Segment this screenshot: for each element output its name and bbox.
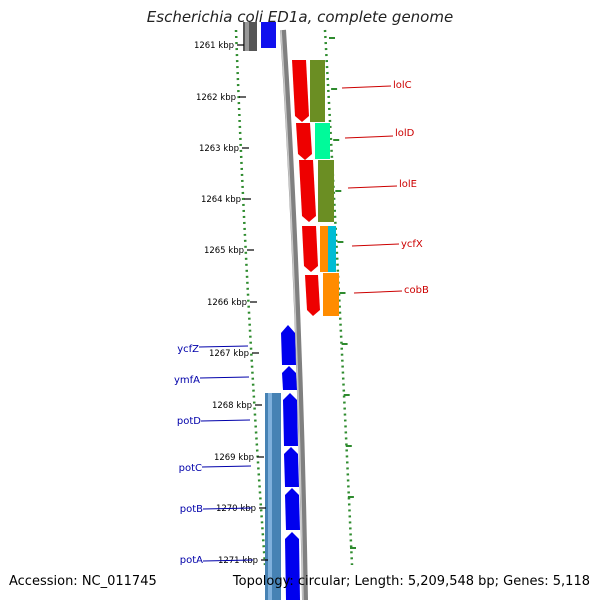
gene-label-line xyxy=(201,465,252,468)
reverse-gene-cobB[interactable] xyxy=(305,273,339,316)
forward-cog-bar xyxy=(265,393,281,600)
gene-label-line xyxy=(344,135,394,139)
ruler-tick-label: 1265 kbp xyxy=(204,246,244,256)
gene-label-ycfX[interactable]: ycfX xyxy=(401,239,423,250)
forward-gene-potD[interactable] xyxy=(283,393,298,446)
gene-label-potB[interactable]: potB xyxy=(180,504,203,515)
gene-label-potC[interactable]: potC xyxy=(179,463,202,474)
genome-backbone-highlight xyxy=(280,29,304,600)
feature-top-gene[interactable] xyxy=(261,22,276,48)
gene-label-line xyxy=(202,559,254,562)
gene-label-line xyxy=(353,290,403,294)
ruler: 1261 kbp 1262 kbp 1263 kbp 1264 kbp 1265 kbp… xyxy=(194,41,268,566)
forward-gene-ycfZ[interactable] xyxy=(281,325,296,365)
ruler-tick-label: 1261 kbp xyxy=(194,41,234,51)
forward-gene-potC[interactable] xyxy=(284,447,299,487)
accession-text: Accession: NC_011745 xyxy=(9,574,157,589)
ruler-tick-label: 1271 kbp xyxy=(218,556,258,566)
ruler-tick-label: 1264 kbp xyxy=(201,195,241,205)
gene-label-line xyxy=(202,507,253,510)
forward-cog-bar-shine xyxy=(268,393,272,600)
ruler-tick-label: 1269 kbp xyxy=(214,453,254,463)
feature-top-cog-shine xyxy=(245,22,249,51)
forward-gene-ymfA[interactable] xyxy=(282,366,297,390)
gene-label-line xyxy=(200,419,251,422)
gene-label-potA[interactable]: potA xyxy=(180,555,203,566)
gene-label-line xyxy=(341,85,392,89)
ruler-tick-label: 1266 kbp xyxy=(207,298,247,308)
gene-label-lolE[interactable]: lolE xyxy=(399,179,417,190)
ruler-tick-label: 1270 kbp xyxy=(216,504,256,514)
gene-label-line xyxy=(351,243,400,247)
ruler-tick-label: 1268 kbp xyxy=(212,401,252,411)
gene-label-ymfA[interactable]: ymfA xyxy=(174,375,200,386)
gene-labels: lolC lolD lolE ycfX cobB ycfZ ymfA potD potC potB… xyxy=(174,80,429,566)
gc-right-dashes xyxy=(329,37,356,549)
ruler-tick-label: 1263 kbp xyxy=(199,144,239,154)
reverse-gene-lolC[interactable] xyxy=(292,60,325,122)
reverse-gene-lolE[interactable] xyxy=(299,160,334,222)
ruler-tick-label: 1262 kbp xyxy=(196,93,236,103)
gene-label-lolC[interactable]: lolC xyxy=(393,80,412,91)
gene-label-ycfZ[interactable]: ycfZ xyxy=(177,344,199,355)
gene-label-line xyxy=(347,185,398,189)
map-title: Escherichia coli ED1a, complete genome xyxy=(146,8,454,26)
reverse-gene-lolD[interactable] xyxy=(296,123,330,160)
forward-gene-potB[interactable] xyxy=(285,488,300,530)
gene-label-cobB[interactable]: cobB xyxy=(404,285,429,296)
gene-label-line xyxy=(199,376,250,379)
ruler-tick-label: 1267 kbp xyxy=(209,349,249,359)
genome-backbone xyxy=(280,29,308,600)
forward-gene-potA[interactable] xyxy=(285,532,300,600)
gene-label-lolD[interactable]: lolD xyxy=(395,128,415,139)
gene-label-potD[interactable]: potD xyxy=(177,416,201,427)
gene-label-line xyxy=(198,345,249,348)
genome-stats-text: Topology: circular; Length: 5,209,548 bp… xyxy=(232,574,590,589)
reverse-gene-ycfX[interactable] xyxy=(302,226,336,272)
